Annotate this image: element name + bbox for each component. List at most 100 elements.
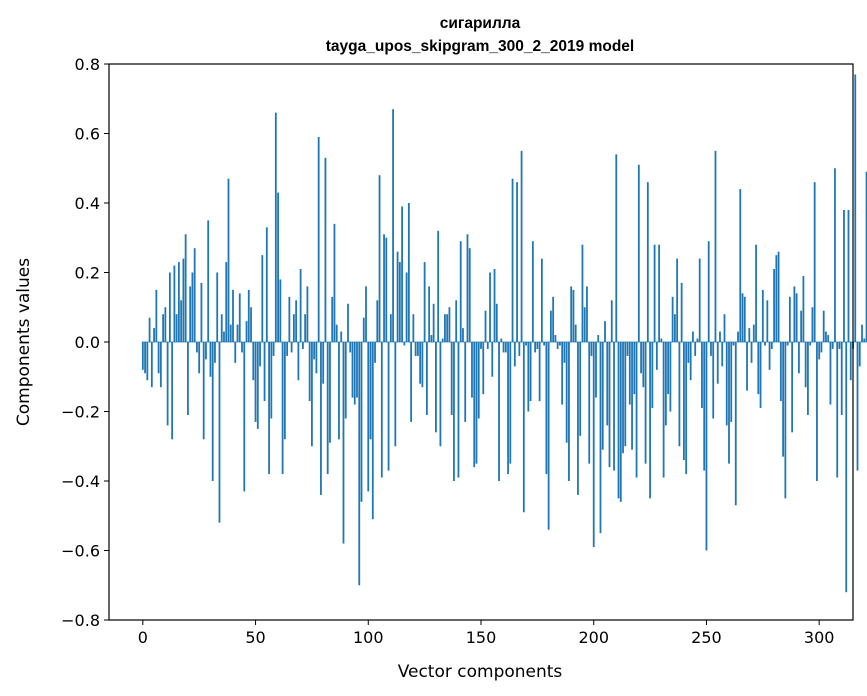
bar — [698, 258, 701, 342]
bar — [171, 342, 174, 440]
bar — [633, 342, 636, 395]
bar — [601, 342, 604, 450]
bar — [723, 314, 726, 342]
bar — [671, 296, 674, 342]
bar — [854, 74, 857, 343]
bar — [236, 324, 239, 343]
y-tick-label: −0.6 — [61, 542, 100, 561]
bar — [637, 164, 640, 342]
bar — [150, 342, 153, 388]
bar — [543, 342, 546, 346]
bar — [480, 342, 482, 349]
bar — [308, 342, 311, 402]
bar — [369, 342, 372, 440]
bar — [250, 307, 252, 342]
bar — [441, 338, 444, 342]
bar — [716, 342, 719, 384]
bar — [613, 342, 615, 471]
bar — [193, 248, 196, 342]
bar — [635, 342, 638, 478]
bar — [825, 331, 827, 342]
bar — [793, 286, 796, 342]
bar — [448, 307, 451, 342]
bar — [184, 234, 187, 342]
bar — [155, 289, 158, 343]
bar — [565, 342, 568, 443]
bar — [732, 342, 735, 346]
bar — [214, 342, 216, 363]
bar — [227, 178, 230, 342]
bar — [180, 300, 183, 342]
bar — [175, 314, 178, 342]
bar — [157, 342, 160, 374]
bar — [292, 314, 295, 342]
bar — [144, 342, 146, 374]
bar — [849, 342, 852, 381]
bar — [333, 223, 336, 342]
bar — [168, 272, 171, 342]
bar — [419, 342, 422, 384]
bar — [680, 282, 683, 342]
bar — [360, 342, 363, 502]
bar — [286, 342, 289, 356]
bar — [856, 342, 859, 471]
bar — [847, 209, 850, 342]
bar — [683, 342, 685, 461]
bar — [331, 296, 334, 342]
bar — [439, 342, 442, 447]
bar — [728, 342, 730, 464]
chart-title-line1: сигарилла — [440, 15, 521, 32]
bar — [734, 342, 737, 506]
bar — [263, 342, 266, 402]
bar — [500, 338, 503, 342]
y-tick-label: 0.0 — [75, 333, 100, 352]
bar — [356, 342, 358, 398]
bar — [692, 331, 694, 342]
bar — [301, 342, 304, 349]
bar — [597, 335, 600, 342]
bar — [464, 342, 467, 422]
bar — [707, 241, 710, 342]
bar — [380, 342, 383, 478]
bar — [428, 286, 431, 342]
bar — [622, 342, 624, 454]
bar — [804, 342, 807, 388]
bar — [304, 314, 307, 342]
bar — [223, 331, 225, 342]
bar — [444, 314, 446, 342]
y-tick-label: 0.4 — [75, 194, 100, 213]
chart-title-line2: tayga_upos_skipgram_300_2_2019 model — [326, 38, 634, 55]
bar — [687, 342, 690, 363]
bar — [374, 342, 376, 363]
bar — [531, 241, 534, 342]
bar — [299, 269, 302, 342]
bar — [254, 342, 257, 422]
bar — [489, 272, 491, 342]
bar — [473, 342, 476, 468]
bar — [579, 342, 582, 436]
bar — [714, 150, 717, 343]
bar — [265, 227, 268, 342]
bar — [577, 342, 579, 495]
bar — [590, 342, 593, 356]
bar — [211, 342, 214, 481]
bar — [274, 112, 277, 343]
plot-frame — [108, 63, 854, 621]
bar — [385, 237, 388, 342]
bar — [813, 182, 816, 342]
bar — [511, 178, 514, 342]
bar — [247, 289, 250, 343]
bar — [522, 342, 525, 513]
bar — [453, 342, 455, 481]
bar — [446, 314, 449, 342]
bar — [608, 342, 611, 468]
bar — [658, 244, 661, 342]
bar — [561, 342, 564, 405]
bar — [651, 342, 654, 409]
bar — [241, 342, 243, 353]
bar — [540, 258, 543, 342]
bar — [405, 272, 408, 342]
bar — [371, 342, 374, 520]
bar — [396, 251, 399, 342]
bar — [450, 342, 453, 415]
